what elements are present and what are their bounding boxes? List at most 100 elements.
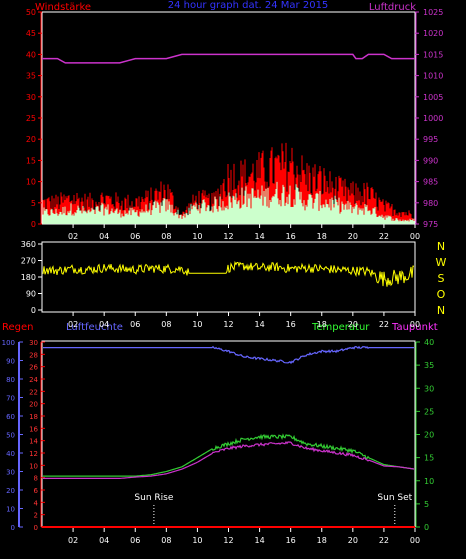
wind-x-tick-label: 14	[254, 232, 264, 241]
compass-label: N	[437, 304, 445, 317]
luftfeuchte-tick-label: 24	[29, 376, 38, 384]
direction-x-tick-label: 00	[410, 320, 420, 329]
wind-x-tick-label: 08	[161, 232, 171, 241]
regen-tick-label: 80	[6, 376, 15, 384]
climate-x-tick-label: 08	[161, 536, 171, 545]
pressure-tick-label: 1015	[423, 50, 443, 59]
regen-tick-label: 0	[11, 524, 15, 532]
wind-x-tick-label: 00	[410, 232, 420, 241]
wind-tick-label: 5	[31, 199, 36, 208]
avg-wind-bars	[42, 181, 415, 224]
luftfeuchte-tick-label: 16	[29, 425, 38, 433]
regen-tick-label: 50	[6, 432, 15, 440]
temperature-tick-label: 15	[424, 454, 434, 463]
header-right-title: Luftdruck	[369, 2, 416, 13]
luftfeuchte-tick-label: 6	[34, 487, 39, 495]
pressure-tick-label: 990	[423, 156, 438, 165]
regen-tick-label: 60	[6, 413, 15, 421]
luftfeuchte-tick-label: 18	[29, 413, 38, 421]
compass-label: N	[437, 240, 445, 253]
climate-chart: 0102030405060708090100024681012141618202…	[2, 338, 435, 545]
pressure-tick-label: 1010	[423, 72, 443, 81]
direction-x-tick-label: 20	[348, 320, 358, 329]
pressure-tick-label: 985	[423, 178, 438, 187]
regen-tick-label: 30	[6, 469, 15, 477]
climate-x-tick-label: 22	[379, 536, 389, 545]
direction-x-tick-label: 12	[223, 320, 233, 329]
climate-x-tick-label: 00	[410, 536, 420, 545]
wind-x-tick-label: 18	[317, 232, 327, 241]
wind-tick-label: 40	[26, 50, 36, 59]
climate-x-tick-label: 14	[254, 536, 264, 545]
regen-tick-label: 10	[6, 506, 15, 514]
pressure-tick-label: 995	[423, 135, 438, 144]
direction-tick-label: 360	[21, 240, 36, 249]
pressure-tick-label: 1020	[423, 29, 443, 38]
legend-temperatur: Temperatur	[311, 322, 370, 333]
direction-x-tick-label: 08	[161, 320, 171, 329]
temperature-tick-label: 10	[424, 477, 434, 486]
direction-x-tick-label: 18	[317, 320, 327, 329]
pressure-line	[42, 53, 415, 64]
direction-x-tick-label: 22	[379, 320, 389, 329]
pressure-tick-label: 1025	[423, 8, 443, 17]
luftfeuchte-tick-label: 2	[34, 512, 38, 520]
regen-tick-label: 40	[6, 450, 15, 458]
climate-x-tick-label: 10	[192, 536, 202, 545]
temperature-tick-label: 5	[424, 500, 429, 509]
wind-tick-label: 30	[26, 93, 36, 102]
wind-tick-label: 10	[26, 178, 36, 187]
dewpoint-line	[43, 441, 415, 479]
climate-x-tick-label: 12	[223, 536, 233, 545]
luftfeuchte-tick-label: 14	[29, 438, 38, 446]
climate-panel-frame	[41, 340, 416, 528]
pressure-tick-label: 1005	[423, 93, 443, 102]
wind-x-tick-label: 06	[130, 232, 140, 241]
regen-tick-label: 90	[6, 358, 15, 366]
regen-tick-label: 70	[6, 395, 15, 403]
legend-regen: Regen	[2, 322, 34, 333]
compass-label: W	[436, 256, 447, 269]
luftfeuchte-tick-label: 10	[29, 462, 38, 470]
temperature-tick-label: 30	[424, 384, 434, 393]
pressure-tick-label: 1000	[423, 114, 443, 123]
legend-taupunkt: Taupunkt	[391, 322, 438, 333]
compass-label: O	[437, 288, 446, 301]
wind-tick-label: 50	[26, 8, 36, 17]
direction-x-tick-label: 10	[192, 320, 202, 329]
direction-x-tick-label: 04	[99, 320, 109, 329]
temperature-tick-label: 25	[424, 407, 434, 416]
climate-x-tick-label: 20	[348, 536, 358, 545]
pressure-tick-label: 980	[423, 199, 438, 208]
direction-panel-frame	[41, 241, 416, 313]
climate-x-tick-label: 18	[317, 536, 327, 545]
wind-tick-label: 0	[31, 220, 36, 229]
wind-x-tick-label: 16	[286, 232, 296, 241]
wind-x-tick-label: 10	[192, 232, 202, 241]
direction-tick-label: 90	[26, 290, 36, 299]
wind-tick-label: 45	[26, 29, 36, 38]
direction-tick-label: 270	[21, 257, 36, 266]
luftfeuchte-tick-label: 20	[29, 401, 38, 409]
regen-tick-label: 20	[6, 487, 15, 495]
header-left-title: Windstärke	[35, 2, 91, 13]
wind-x-tick-label: 04	[99, 232, 109, 241]
climate-x-tick-label: 02	[68, 536, 78, 545]
direction-line	[42, 260, 415, 287]
direction-x-tick-label: 14	[254, 320, 264, 329]
wind-tick-label: 15	[26, 156, 36, 165]
direction-x-tick-label: 02	[68, 320, 78, 329]
luftfeuchte-tick-label: 12	[29, 450, 38, 458]
wind-x-tick-label: 20	[348, 232, 358, 241]
luftfeuchte-tick-label: 4	[34, 499, 39, 507]
wind-x-tick-label: 02	[68, 232, 78, 241]
sun-marker-label: Sun Set	[377, 493, 412, 503]
climate-x-tick-label: 06	[130, 536, 140, 545]
luftfeuchte-tick-label: 0	[34, 524, 38, 532]
luftfeuchte-tick-label: 8	[34, 475, 38, 483]
temperature-tick-label: 40	[424, 338, 434, 347]
wind-chart: 0510152025303540455097598098599099510001…	[26, 8, 444, 241]
climate-x-tick-label: 16	[286, 536, 296, 545]
luftfeuchte-tick-label: 26	[29, 364, 38, 372]
